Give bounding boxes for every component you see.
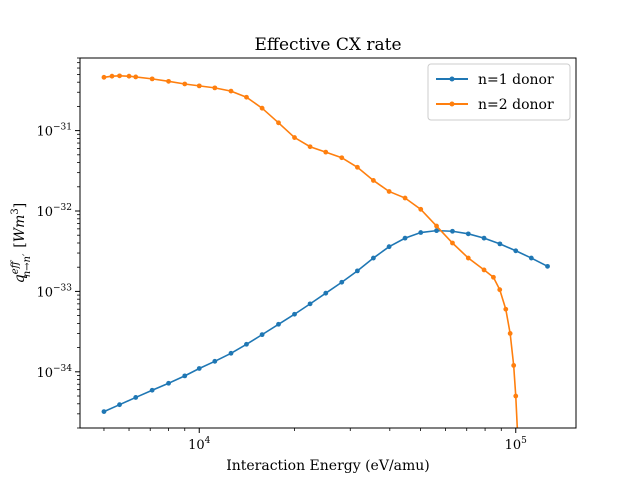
data-point (513, 248, 519, 254)
data-point (292, 311, 297, 317)
data-point (101, 74, 107, 80)
data-point (133, 74, 139, 80)
data-point (371, 255, 376, 261)
data-point (323, 149, 329, 155)
data-point (497, 241, 503, 247)
data-point (545, 263, 550, 269)
x-tick-label: 104 (188, 436, 211, 453)
data-point (244, 94, 249, 100)
legend-item-n2: n=2 donor (436, 97, 554, 113)
data-point (307, 301, 313, 307)
data-point (323, 290, 329, 296)
data-point (465, 255, 471, 261)
data-point (166, 78, 171, 84)
data-point (182, 373, 188, 379)
data-point (126, 73, 132, 79)
data-point (212, 85, 218, 91)
data-point (355, 164, 360, 170)
data-point (371, 178, 376, 183)
y-label-sub: n→n′ (22, 253, 33, 277)
data-point (228, 350, 234, 356)
data-point (149, 76, 155, 82)
data-point (450, 228, 455, 234)
data-point (117, 402, 122, 408)
legend-marker-n1 (449, 76, 455, 82)
axis-ticks: 104 105 10−34 10−33 10−32 10−31 (36, 57, 528, 453)
data-point (228, 88, 234, 94)
legend-marker-n2 (449, 101, 455, 107)
y-label-sup: eff (10, 259, 21, 274)
y-label-unit-open: [ (12, 242, 28, 247)
data-point (402, 195, 408, 201)
data-point (133, 395, 139, 400)
series-1 (101, 228, 550, 414)
data-point (418, 230, 424, 235)
data-point (418, 206, 424, 212)
data-point (355, 268, 360, 274)
y-tick-label: 10−31 (36, 123, 72, 140)
data-point (166, 380, 171, 386)
series-line-2 (103, 75, 519, 428)
y-axis-label: qeffn→n′ [Wm3] (10, 203, 33, 284)
y-label-unit-close: ] (12, 203, 28, 208)
data-point (481, 235, 487, 241)
data-point (109, 73, 115, 79)
data-point (386, 189, 392, 194)
plot-area (101, 73, 550, 428)
data-point (259, 105, 265, 111)
legend: n=1 donor n=2 donor (427, 63, 571, 121)
legend-item-n1: n=1 donor (436, 72, 554, 88)
data-point (292, 135, 297, 140)
data-point (259, 332, 265, 338)
data-point (212, 358, 218, 364)
data-point (434, 223, 439, 229)
data-point (465, 231, 471, 237)
data-point (307, 144, 313, 150)
data-point (450, 240, 455, 246)
y-label-q: q (12, 274, 28, 283)
data-point (149, 387, 155, 393)
legend-label-n1: n=1 donor (478, 72, 554, 88)
y-tick-label: 10−32 (36, 203, 72, 220)
data-point (339, 155, 345, 161)
chart-title: Effective CX rate (254, 35, 401, 55)
data-point (481, 267, 487, 273)
x-tick-label: 105 (505, 436, 528, 453)
legend-label-n2: n=2 donor (478, 97, 554, 113)
data-point (101, 409, 107, 414)
y-label-unit-sup: 3 (10, 208, 21, 214)
data-point (182, 81, 188, 87)
data-point (402, 235, 408, 241)
data-point (117, 73, 122, 79)
y-tick-label: 10−34 (36, 364, 72, 381)
data-point (528, 255, 534, 261)
svg-text:qeffn→n′[Wm3]: qeffn→n′ [Wm3] (10, 203, 33, 284)
data-point (196, 366, 202, 371)
data-point (244, 341, 249, 347)
data-point (503, 306, 509, 312)
data-point (386, 244, 392, 250)
data-point (434, 228, 439, 234)
data-point (491, 274, 496, 280)
data-point (276, 321, 281, 327)
y-label-unit: Wm (12, 215, 28, 243)
data-point (339, 279, 345, 285)
data-point (276, 120, 281, 126)
y-tick-label: 10−33 (36, 283, 72, 300)
data-point (507, 331, 513, 336)
data-point (511, 363, 517, 368)
data-point (196, 83, 202, 89)
data-point (497, 287, 503, 293)
data-point (513, 393, 519, 399)
x-axis-label: Interaction Energy (eV/amu) (226, 458, 430, 474)
series-2 (101, 73, 519, 428)
